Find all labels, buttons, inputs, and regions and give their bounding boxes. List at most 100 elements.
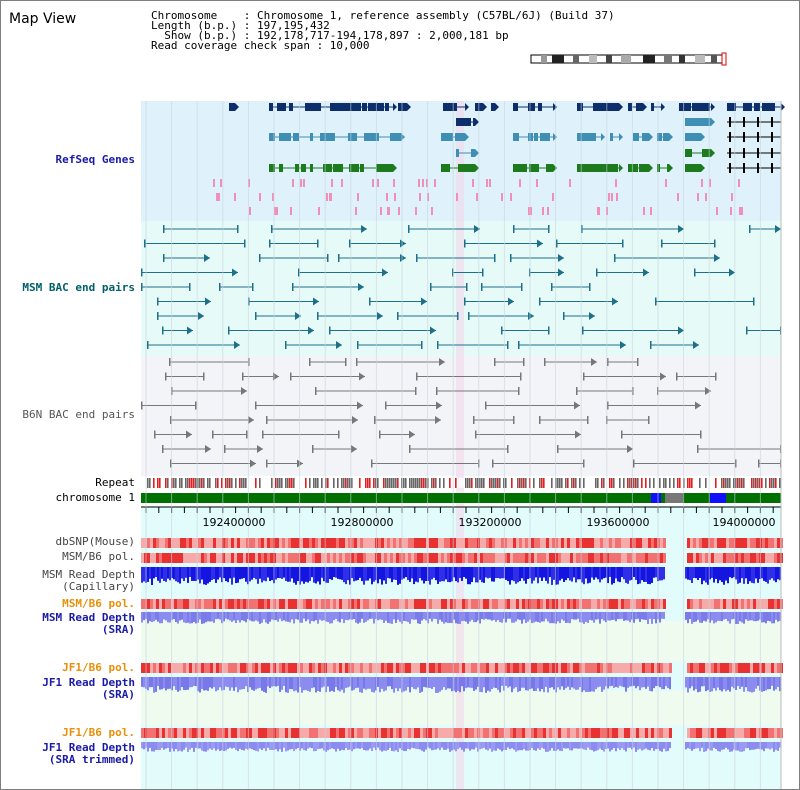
polymorphism-cell (369, 553, 372, 563)
polymorphism-cell (231, 538, 234, 548)
track-label-jf1-b6-pol-2[interactable]: JF1/B6 pol. (62, 726, 135, 739)
track-label-refseq[interactable]: RefSeq Genes (55, 153, 135, 166)
read-depth-bar (703, 677, 705, 687)
read-depth-bar (185, 612, 187, 624)
track-label-b6n-bac[interactable]: B6N BAC end pairs (22, 408, 135, 421)
polymorphism-cell (468, 663, 471, 673)
repeat-mark (503, 478, 505, 488)
refseq-pink-mark (426, 179, 428, 187)
track-label-msm-read-capillary[interactable]: MSM Read Depth (Capillary) (42, 568, 135, 593)
polymorphism-cell (585, 728, 588, 738)
polymorphism-cell (717, 728, 720, 738)
repeat-mark (259, 478, 261, 488)
read-depth-bar (559, 742, 561, 751)
axis-tick-label: 192800000 (330, 516, 394, 529)
polymorphism-cell (222, 599, 225, 609)
read-depth-bar (751, 742, 753, 750)
polymorphism-cell (612, 538, 615, 548)
polymorphism-cell (258, 553, 261, 563)
read-depth-bar (363, 612, 365, 623)
polymorphism-cell (531, 599, 534, 609)
read-depth-bar (711, 677, 713, 692)
read-depth-bar (727, 567, 729, 584)
polymorphism-cell (531, 728, 534, 738)
polymorphism-cell (207, 728, 210, 738)
read-depth-bar (723, 567, 725, 585)
repeat-mark (279, 478, 281, 488)
polymorphism-cell (279, 728, 282, 738)
polymorphism-cell (354, 599, 357, 609)
read-depth-bar (481, 567, 483, 583)
polymorphism-cell (651, 728, 654, 738)
read-depth-bar (459, 677, 461, 693)
track-label-jf1-read-trimmed[interactable]: JF1 Read Depth (SRA trimmed) (42, 741, 135, 766)
read-depth-bar (405, 612, 407, 622)
read-depth-bar (199, 612, 201, 620)
read-depth-bar (265, 612, 267, 623)
read-depth-bar (583, 677, 585, 691)
polymorphism-cell (522, 728, 525, 738)
read-depth-bar (743, 677, 745, 692)
polymorphism-cell (279, 663, 282, 673)
read-depth-bar (295, 742, 297, 750)
repeat-mark (213, 478, 215, 488)
polymorphism-cell (141, 728, 144, 738)
repeat-mark (399, 478, 401, 488)
repeat-mark (381, 478, 383, 488)
track-label-jf1-read-sra[interactable]: JF1 Read Depth (SRA) (42, 676, 135, 701)
polymorphism-cell (378, 553, 381, 563)
repeat-mark (679, 478, 681, 488)
polymorphism-cell (360, 538, 363, 548)
polymorphism-cell (444, 538, 447, 548)
read-depth-bar (213, 567, 215, 580)
ideogram-band (679, 55, 685, 63)
polymorphism-cell (378, 538, 381, 548)
read-depth-bar (455, 677, 457, 693)
read-depth-bar (399, 612, 401, 622)
read-depth-bar (721, 567, 723, 583)
repeat-mark (705, 478, 707, 488)
read-depth-bar (235, 612, 237, 624)
read-depth-bar (583, 567, 585, 585)
polymorphism-cell (267, 538, 270, 548)
repeat-mark (177, 478, 179, 488)
track-label-msm-b6-pol-2[interactable]: MSM/B6 pol. (62, 597, 135, 610)
polymorphism-cell (390, 553, 393, 563)
track-label-msm-b6-pol-1[interactable]: MSM/B6 pol. (62, 550, 135, 563)
polymorphism-cell (252, 599, 255, 609)
read-depth-bar (405, 567, 407, 578)
read-depth-bar (207, 612, 209, 622)
polymorphism-cell (243, 538, 246, 548)
polymorphism-cell (402, 553, 405, 563)
read-depth-bar (209, 612, 211, 622)
polymorphism-cell (438, 663, 441, 673)
read-depth-bar (339, 612, 341, 623)
polymorphism-cell (564, 553, 567, 563)
read-depth-bar (475, 677, 477, 690)
gene-exon (534, 133, 538, 141)
polymorphism-cell (195, 599, 198, 609)
read-depth-bar (521, 677, 523, 688)
repeat-mark (611, 478, 613, 488)
track-label-jf1-b6-pol-1[interactable]: JF1/B6 pol. (62, 661, 135, 674)
polymorphism-cell (555, 663, 558, 673)
refseq-pink-mark (472, 179, 474, 187)
read-depth-bar (267, 742, 269, 748)
track-label-msm-read-sra[interactable]: MSM Read Depth (SRA) (42, 611, 135, 636)
read-depth-bar (709, 677, 711, 692)
read-depth-bar (485, 567, 487, 578)
track-label-dbsnp[interactable]: dbSNP(Mouse) (55, 535, 135, 548)
repeat-mark (493, 478, 495, 488)
polymorphism-cell (192, 663, 195, 673)
read-depth-bar (285, 567, 287, 581)
read-depth-bar (607, 677, 609, 689)
bac-end (650, 341, 652, 349)
track-label-msm-bac[interactable]: MSM BAC end pairs (22, 281, 135, 294)
polymorphism-cell (363, 599, 366, 609)
repeat-mark (395, 478, 397, 488)
gene-exon (729, 132, 731, 142)
polymorphism-cell (399, 553, 402, 563)
repeat-mark (565, 478, 567, 488)
read-depth-bar (313, 612, 315, 622)
read-depth-bar (729, 612, 731, 624)
